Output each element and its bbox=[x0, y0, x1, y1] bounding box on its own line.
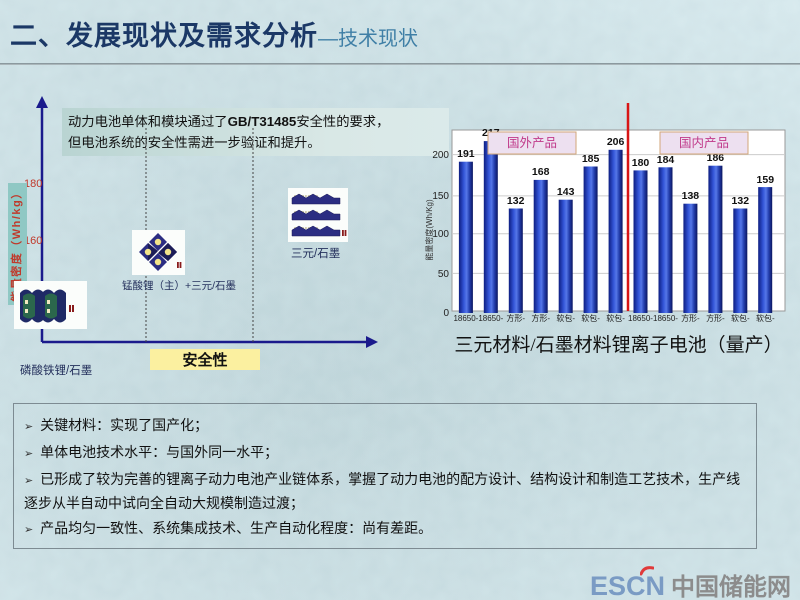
svg-text:方形-: 方形- bbox=[531, 313, 550, 323]
svg-text:方形-: 方形- bbox=[506, 313, 525, 323]
svg-text:132: 132 bbox=[732, 195, 750, 207]
svg-text:18650-: 18650- bbox=[653, 314, 678, 323]
svg-text:软包-: 软包- bbox=[606, 313, 625, 323]
svg-text:方形-: 方形- bbox=[681, 313, 700, 323]
svg-text:18650-: 18650- bbox=[453, 314, 478, 323]
svg-text:168: 168 bbox=[532, 166, 550, 178]
svg-text:184: 184 bbox=[657, 154, 675, 166]
svg-text:软包-: 软包- bbox=[731, 313, 750, 323]
svg-text:国内产品: 国内产品 bbox=[679, 136, 729, 150]
svg-text:143: 143 bbox=[557, 186, 575, 198]
svg-text:200: 200 bbox=[432, 150, 449, 161]
svg-text:180: 180 bbox=[632, 157, 650, 169]
svg-text:50: 50 bbox=[438, 269, 450, 280]
svg-text:18650-: 18650- bbox=[478, 314, 503, 323]
svg-text:100: 100 bbox=[432, 229, 449, 240]
svg-text:191: 191 bbox=[457, 148, 475, 160]
svg-text:150: 150 bbox=[432, 191, 449, 202]
svg-text:软包-: 软包- bbox=[581, 313, 600, 323]
svg-text:206: 206 bbox=[607, 136, 625, 148]
svg-text:159: 159 bbox=[757, 174, 775, 186]
svg-text:方形-: 方形- bbox=[706, 313, 725, 323]
svg-text:国外产品: 国外产品 bbox=[507, 136, 557, 150]
svg-text:0: 0 bbox=[443, 308, 449, 319]
svg-text:138: 138 bbox=[682, 190, 700, 202]
svg-text:能量密度(Wh/Kg): 能量密度(Wh/Kg) bbox=[424, 199, 434, 261]
svg-text:132: 132 bbox=[507, 195, 525, 207]
svg-text:185: 185 bbox=[582, 153, 600, 165]
svg-text:软包-: 软包- bbox=[556, 313, 575, 323]
svg-text:软包-: 软包- bbox=[756, 313, 775, 323]
svg-text:18650-: 18650- bbox=[628, 314, 653, 323]
